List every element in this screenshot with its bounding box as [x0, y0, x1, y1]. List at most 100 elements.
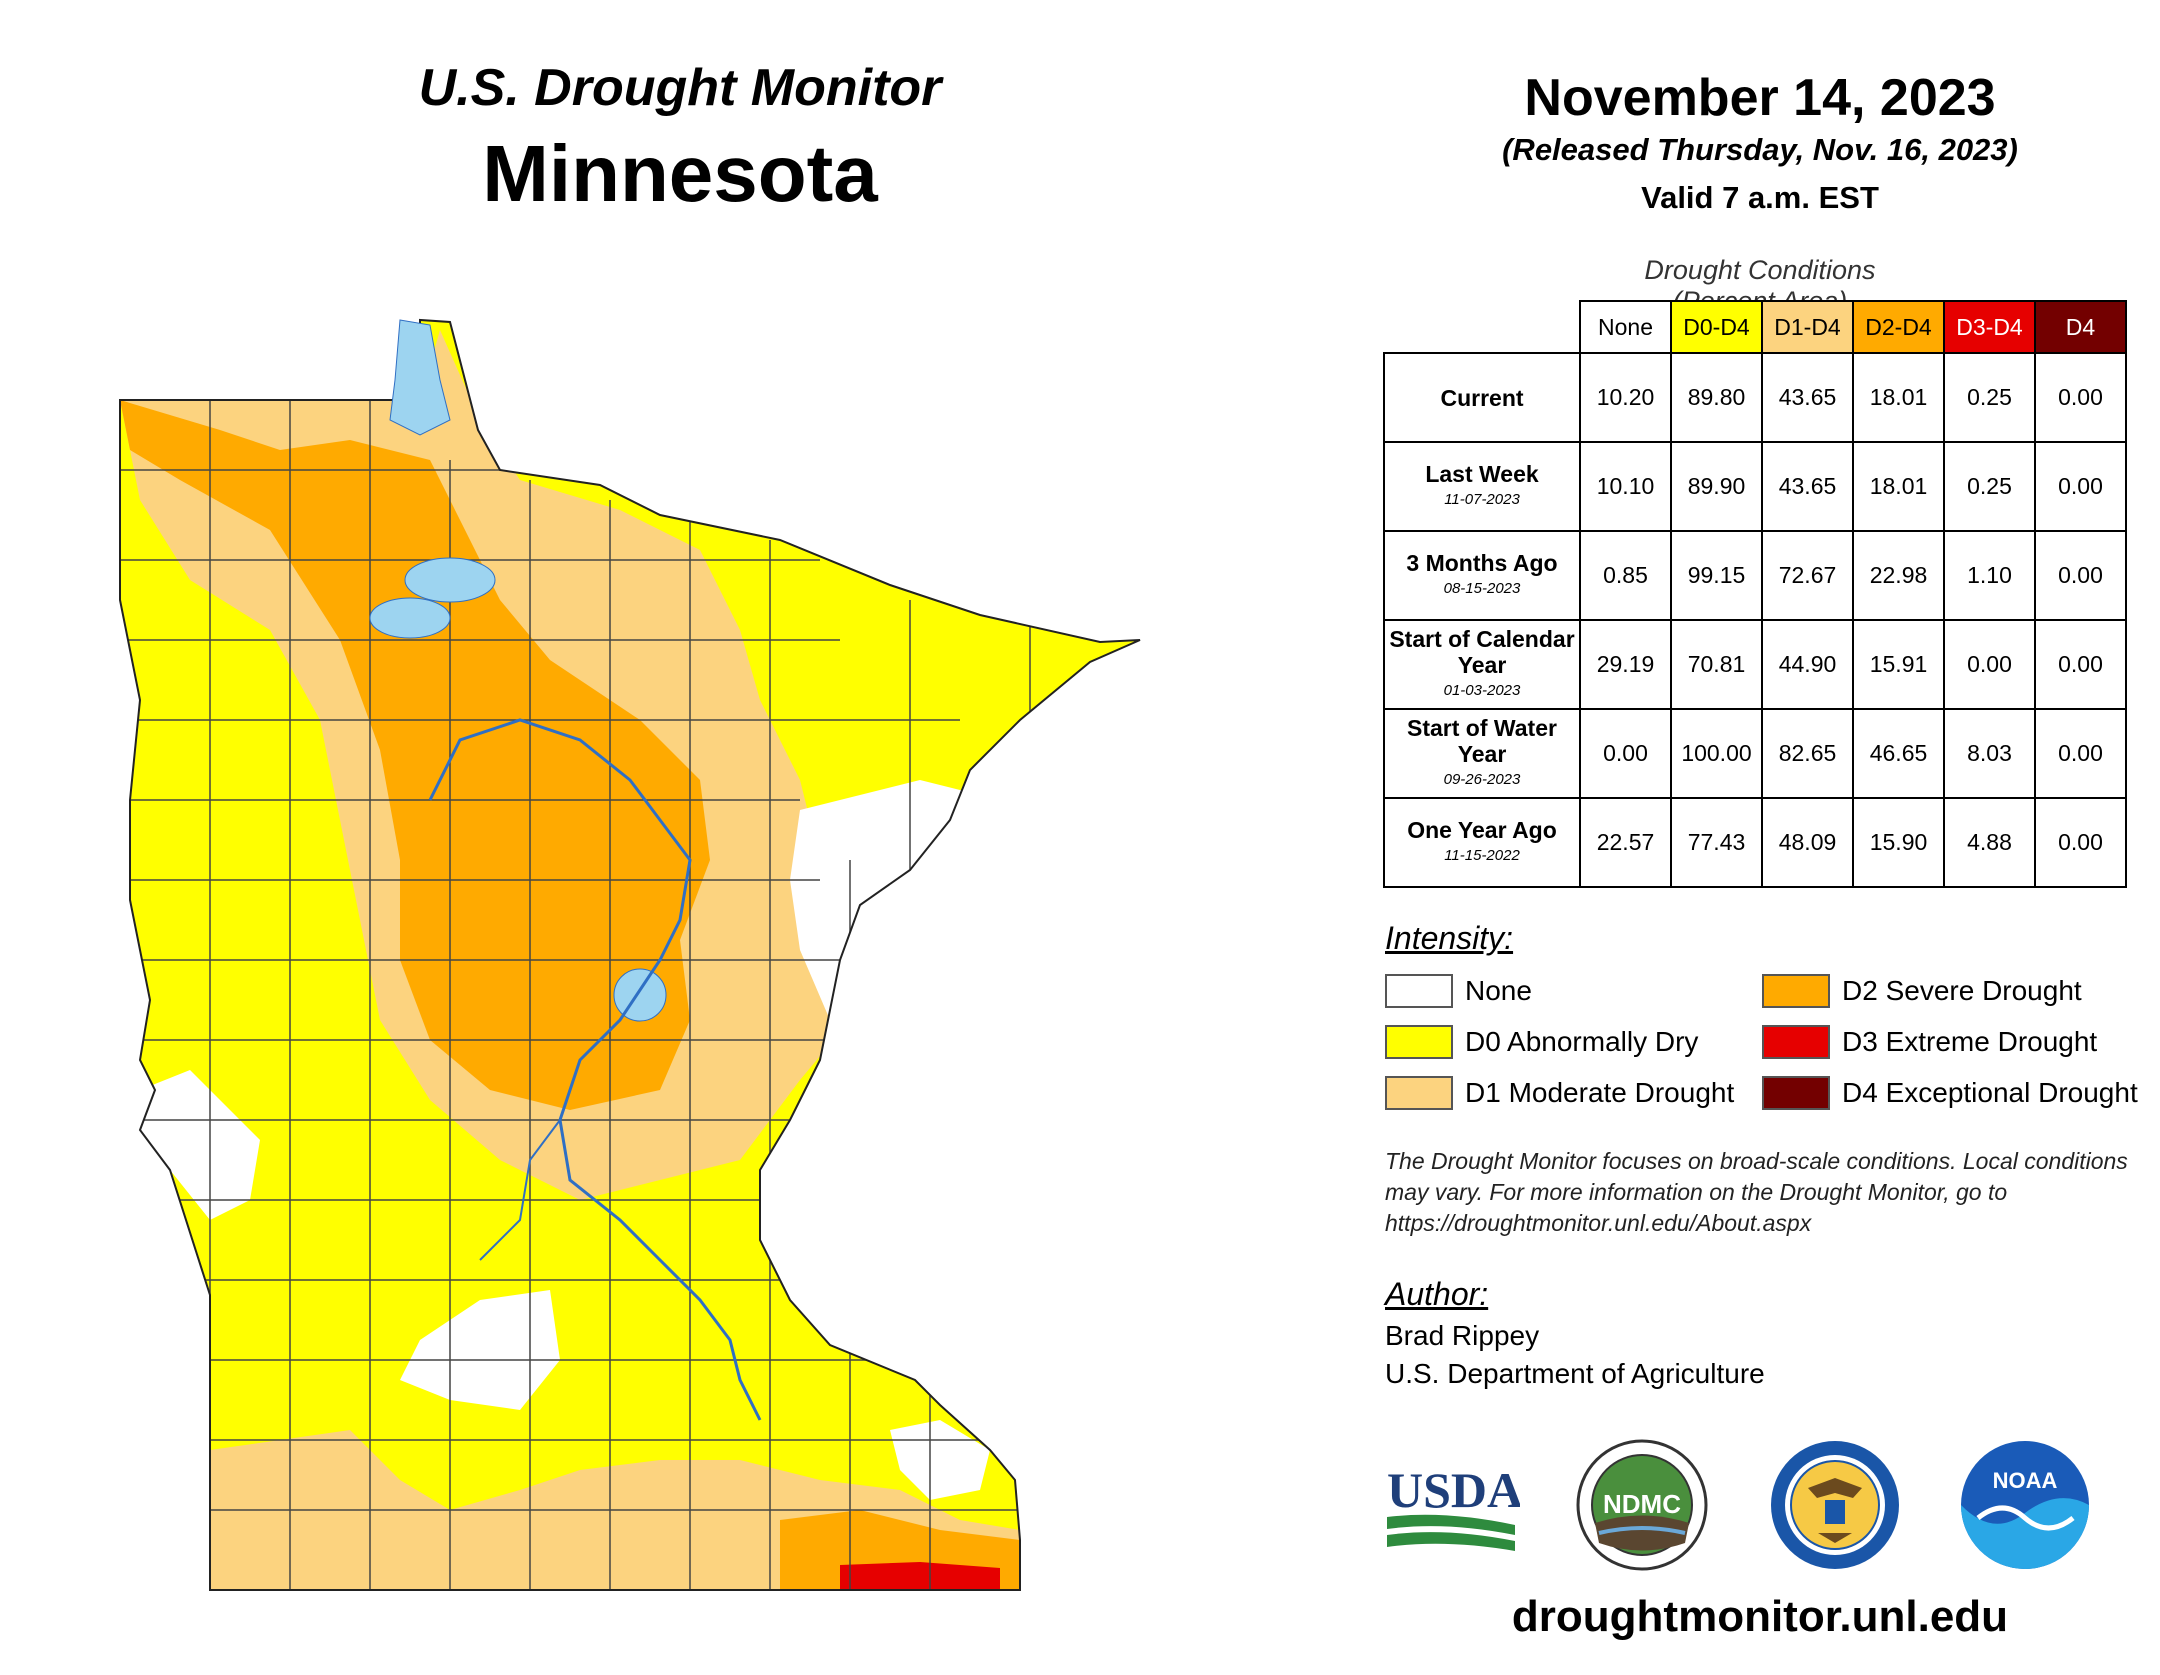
table-cell: 0.00	[2034, 708, 2127, 799]
table-cell: 1.10	[1943, 530, 2036, 621]
state-outline	[119, 318, 1141, 1591]
legend-item-none: None	[1385, 972, 1532, 1010]
valid-time: Valid 7 a.m. EST	[1641, 180, 1879, 215]
table-row: Last Week 11-07-2023 10.10 89.90 43.65 18…	[1383, 441, 2127, 532]
col-header-d1-d4: D1-D4	[1761, 300, 1854, 354]
author-name: Brad Rippey	[1385, 1320, 1540, 1351]
red-lake-upper	[404, 557, 496, 603]
table-cell: 46.65	[1852, 708, 1945, 799]
noaa-logo: NOAA	[1961, 1441, 2089, 1569]
table-row: Start of Water Year 09-26-2023 0.00 100.0…	[1383, 708, 2127, 799]
table-cell: 0.00	[2034, 530, 2127, 621]
legend-label: D2 Severe Drought	[1842, 975, 2082, 1006]
table-cell: 0.00	[2034, 441, 2127, 532]
release-date: (Released Thursday, Nov. 16, 2023)	[1502, 132, 2018, 167]
table-cell: 72.67	[1761, 530, 1854, 621]
table-cell: 0.00	[1943, 619, 2036, 710]
row-date: 08-15-2023	[1443, 579, 1521, 597]
drought-conditions-table: None D0-D4 D1-D4 D2-D4 D3-D4 D4 Current …	[1383, 300, 2127, 888]
legend-label: D3 Extreme Drought	[1842, 1026, 2098, 1057]
row-date: 01-03-2023	[1443, 681, 1521, 699]
legend-swatch-d0	[1385, 1025, 1453, 1059]
author-organization: U.S. Department of Agriculture	[1385, 1358, 1765, 1389]
table-cell: 70.81	[1670, 619, 1763, 710]
usda-logo-text: USDA	[1387, 1462, 1520, 1518]
table-cell: 22.98	[1852, 530, 1945, 621]
table-cell: 15.91	[1852, 619, 1945, 710]
table-cell: 15.90	[1852, 797, 1945, 888]
row-date: 11-15-2022	[1444, 846, 1520, 864]
table-corner	[1384, 301, 1580, 353]
table-cell: 44.90	[1761, 619, 1854, 710]
row-label: 3 Months Ago 08-15-2023	[1383, 530, 1581, 621]
table-row: 3 Months Ago 08-15-2023 0.85 99.15 72.67 …	[1383, 530, 2127, 621]
col-header-none: None	[1579, 300, 1672, 354]
table-cell: 99.15	[1670, 530, 1763, 621]
table-row: Start of Calendar Year 01-03-2023 29.19 7…	[1383, 619, 2127, 710]
table-row: One Year Ago 11-15-2022 22.57 77.43 48.09…	[1383, 797, 2127, 888]
legend-title: Intensity:	[1385, 920, 1514, 956]
legend-swatch-d1	[1385, 1076, 1453, 1110]
row-label: Start of Water Year 09-26-2023	[1383, 708, 1581, 799]
none-area-south	[400, 1290, 560, 1410]
table-header-row: None D0-D4 D1-D4 D2-D4 D3-D4 D4	[1384, 300, 2127, 354]
legend-swatch-d3	[1762, 1025, 1830, 1059]
website-link[interactable]: droughtmonitor.unl.edu	[1511, 1592, 2009, 1641]
table-cell: 77.43	[1670, 797, 1763, 888]
table-cell: 22.57	[1579, 797, 1672, 888]
row-date: 11-07-2023	[1444, 490, 1520, 508]
state-title: Minnesota	[482, 129, 878, 218]
legend-swatch-d4	[1762, 1076, 1830, 1110]
red-lake-lower	[369, 597, 451, 639]
table-cell: 89.90	[1670, 441, 1763, 532]
mille-lacs-lake	[613, 968, 667, 1022]
none-area-west	[140, 1070, 260, 1220]
table-cell: 0.25	[1943, 352, 2036, 443]
product-title: U.S. Drought Monitor	[418, 59, 942, 117]
table-cell: 89.80	[1670, 352, 1763, 443]
legend-label: D4 Exceptional Drought	[1842, 1077, 2138, 1108]
table-cell: 43.65	[1761, 352, 1854, 443]
legend-swatch-d2	[1762, 974, 1830, 1008]
table-cell: 0.25	[1943, 441, 2036, 532]
table-cell: 0.85	[1579, 530, 1672, 621]
col-header-d2-d4: D2-D4	[1852, 300, 1945, 354]
ndmc-logo: NDMC	[1576, 1439, 1708, 1571]
d3-area-south	[840, 1562, 1000, 1590]
d2-area-central	[120, 400, 710, 1110]
noaa-logo-text: NOAA	[1993, 1468, 2058, 1493]
table-cell: 10.20	[1579, 352, 1672, 443]
table-cell: 0.00	[2034, 797, 2127, 888]
table-cell: 18.01	[1852, 441, 1945, 532]
legend-item-d1: D1 Moderate Drought	[1385, 1074, 1734, 1112]
table-row: Current 10.20 89.80 43.65 18.01 0.25 0.0…	[1383, 352, 2127, 443]
table-cell: 8.03	[1943, 708, 2036, 799]
legend-item-d0: D0 Abnormally Dry	[1385, 1023, 1698, 1061]
table-cell: 82.65	[1761, 708, 1854, 799]
usda-logo: USDA	[1387, 1462, 1520, 1551]
ndmc-logo-text: NDMC	[1603, 1489, 1681, 1519]
mississippi-river	[428, 718, 762, 1421]
table-cell: 43.65	[1761, 441, 1854, 532]
legend-swatch-none	[1385, 974, 1453, 1008]
minnesota-river	[479, 1119, 561, 1261]
col-header-d4: D4	[2034, 300, 2127, 354]
legend-item-d3: D3 Extreme Drought	[1762, 1023, 2097, 1061]
row-label: Last Week 11-07-2023	[1383, 441, 1581, 532]
legend-item-d2: D2 Severe Drought	[1762, 972, 2082, 1010]
row-label: Current	[1383, 352, 1581, 443]
col-header-d0-d4: D0-D4	[1670, 300, 1763, 354]
col-header-d3-d4: D3-D4	[1943, 300, 2036, 354]
table-cell: 4.88	[1943, 797, 2036, 888]
row-date: 09-26-2023	[1443, 770, 1521, 788]
row-label: One Year Ago 11-15-2022	[1383, 797, 1581, 888]
table-cell: 10.10	[1579, 441, 1672, 532]
legend-item-d4: D4 Exceptional Drought	[1762, 1074, 2138, 1112]
disclaimer-note: The Drought Monitor focuses on broad-sca…	[1385, 1148, 2128, 1236]
lake-of-the-woods	[389, 319, 451, 436]
table-cell: 0.00	[2034, 619, 2127, 710]
legend-label: D0 Abnormally Dry	[1465, 1026, 1699, 1057]
legend-label: D1 Moderate Drought	[1465, 1077, 1735, 1108]
row-label: Start of Calendar Year 01-03-2023	[1383, 619, 1581, 710]
